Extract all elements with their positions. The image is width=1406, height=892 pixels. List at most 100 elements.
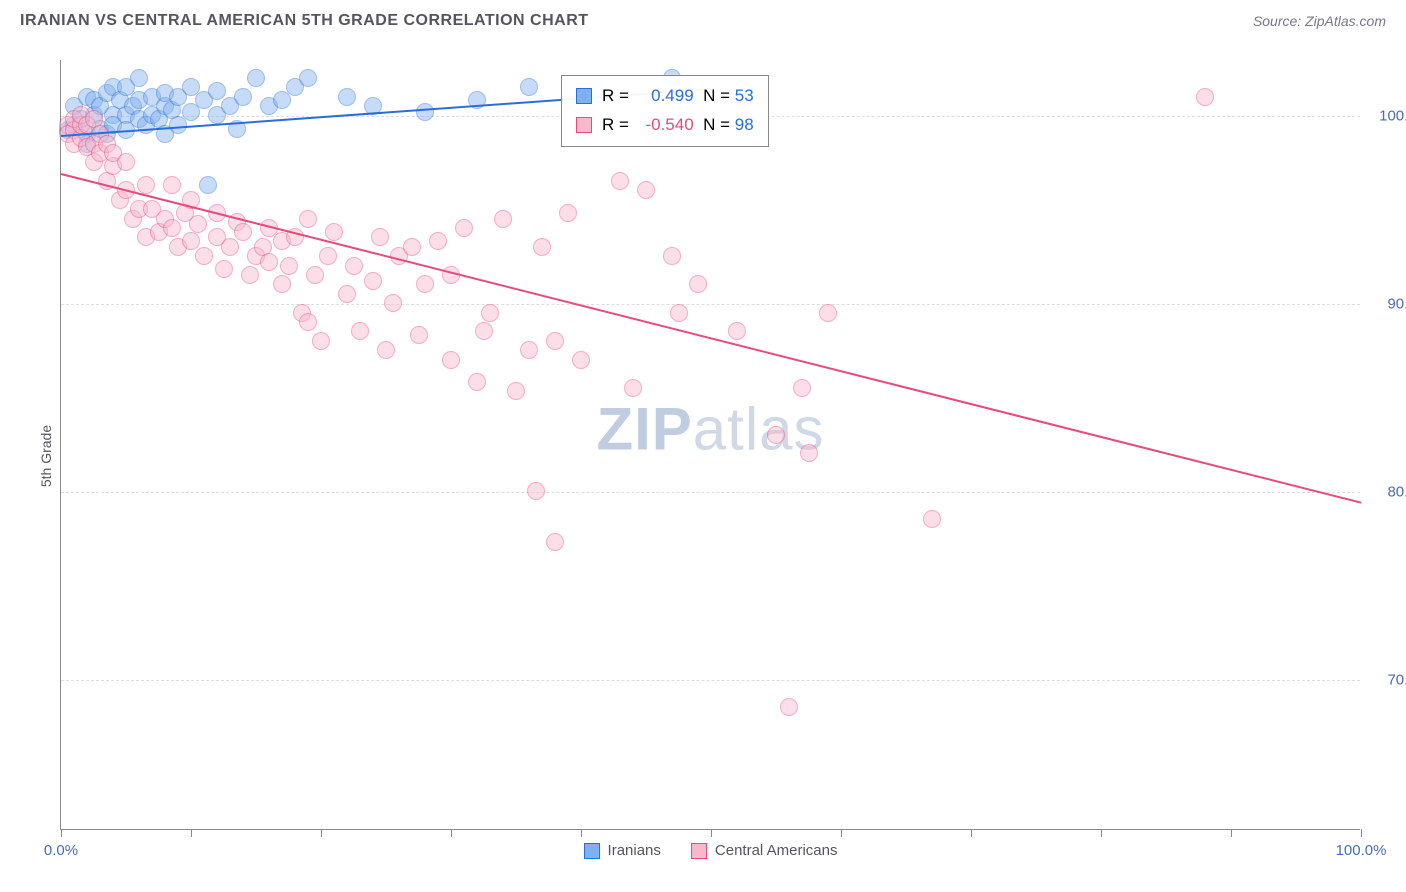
- stats-text: R = 0.499 N = 53: [602, 82, 754, 111]
- data-point: [819, 304, 837, 322]
- data-point: [299, 69, 317, 87]
- data-point: [572, 351, 590, 369]
- data-point: [481, 304, 499, 322]
- legend-swatch: [691, 843, 707, 859]
- data-point: [338, 285, 356, 303]
- data-point: [689, 275, 707, 293]
- chart-title: IRANIAN VS CENTRAL AMERICAN 5TH GRADE CO…: [20, 12, 589, 30]
- data-point: [299, 210, 317, 228]
- data-point: [137, 176, 155, 194]
- header: IRANIAN VS CENTRAL AMERICAN 5TH GRADE CO…: [0, 0, 1406, 38]
- data-point: [130, 69, 148, 87]
- gridline-horizontal: [61, 304, 1360, 305]
- legend-label: Central Americans: [715, 842, 838, 859]
- data-point: [325, 223, 343, 241]
- data-point: [520, 341, 538, 359]
- data-point: [221, 238, 239, 256]
- data-point: [247, 69, 265, 87]
- data-point: [923, 510, 941, 528]
- data-point: [338, 88, 356, 106]
- y-tick-label: 100.0%: [1370, 108, 1406, 125]
- gridline-horizontal: [61, 492, 1360, 493]
- x-tick-label: 0.0%: [44, 842, 78, 859]
- data-point: [377, 341, 395, 359]
- data-point: [299, 313, 317, 331]
- x-tick: [711, 829, 712, 837]
- data-point: [670, 304, 688, 322]
- y-tick-label: 90.0%: [1370, 296, 1406, 313]
- data-point: [442, 351, 460, 369]
- data-point: [403, 238, 421, 256]
- legend-label: Iranians: [608, 842, 661, 859]
- data-point: [429, 232, 447, 250]
- data-point: [215, 260, 233, 278]
- data-point: [780, 698, 798, 716]
- data-point: [384, 294, 402, 312]
- data-point: [208, 82, 226, 100]
- data-point: [345, 257, 363, 275]
- data-point: [520, 78, 538, 96]
- source-label: Source: ZipAtlas.com: [1253, 13, 1386, 29]
- watermark: ZIPatlas: [596, 395, 824, 464]
- y-tick-label: 80.0%: [1370, 483, 1406, 500]
- data-point: [1196, 88, 1214, 106]
- data-point: [611, 172, 629, 190]
- data-point: [475, 322, 493, 340]
- data-point: [728, 322, 746, 340]
- data-point: [199, 176, 217, 194]
- y-tick-label: 70.0%: [1370, 671, 1406, 688]
- stats-legend-box: R = 0.499 N = 53R = -0.540 N = 98: [561, 75, 769, 147]
- data-point: [163, 176, 181, 194]
- data-point: [800, 444, 818, 462]
- data-point: [527, 482, 545, 500]
- x-tick: [191, 829, 192, 837]
- data-point: [546, 533, 564, 551]
- stats-row: R = 0.499 N = 53: [576, 82, 754, 111]
- x-tick: [1231, 829, 1232, 837]
- data-point: [455, 219, 473, 237]
- gridline-horizontal: [61, 680, 1360, 681]
- trend-line: [61, 173, 1361, 504]
- data-point: [637, 181, 655, 199]
- x-tick-label: 100.0%: [1336, 842, 1387, 859]
- data-point: [234, 223, 252, 241]
- data-point: [793, 379, 811, 397]
- data-point: [533, 238, 551, 256]
- legend-item: Central Americans: [691, 842, 838, 859]
- data-point: [546, 332, 564, 350]
- data-point: [416, 275, 434, 293]
- data-point: [182, 232, 200, 250]
- legend-swatch: [584, 843, 600, 859]
- data-point: [468, 373, 486, 391]
- x-tick: [581, 829, 582, 837]
- x-tick: [1101, 829, 1102, 837]
- data-point: [319, 247, 337, 265]
- data-point: [507, 382, 525, 400]
- x-tick: [1361, 829, 1362, 837]
- legend-item: Iranians: [584, 842, 661, 859]
- data-point: [663, 247, 681, 265]
- stats-row: R = -0.540 N = 98: [576, 111, 754, 140]
- legend-swatch: [576, 117, 592, 133]
- data-point: [312, 332, 330, 350]
- data-point: [351, 322, 369, 340]
- data-point: [416, 103, 434, 121]
- x-tick: [841, 829, 842, 837]
- data-point: [163, 219, 181, 237]
- data-point: [234, 88, 252, 106]
- data-point: [767, 426, 785, 444]
- stats-text: R = -0.540 N = 98: [602, 111, 754, 140]
- data-point: [364, 272, 382, 290]
- legend-swatch: [576, 88, 592, 104]
- plot-area: ZIPatlas 70.0%80.0%90.0%100.0%0.0%100.0%…: [60, 60, 1360, 830]
- chart-container: 5th Grade ZIPatlas 70.0%80.0%90.0%100.0%…: [50, 50, 1386, 862]
- x-tick: [61, 829, 62, 837]
- data-point: [494, 210, 512, 228]
- data-point: [371, 228, 389, 246]
- data-point: [195, 247, 213, 265]
- data-point: [260, 253, 278, 271]
- data-point: [306, 266, 324, 284]
- data-point: [241, 266, 259, 284]
- x-tick: [451, 829, 452, 837]
- data-point: [273, 275, 291, 293]
